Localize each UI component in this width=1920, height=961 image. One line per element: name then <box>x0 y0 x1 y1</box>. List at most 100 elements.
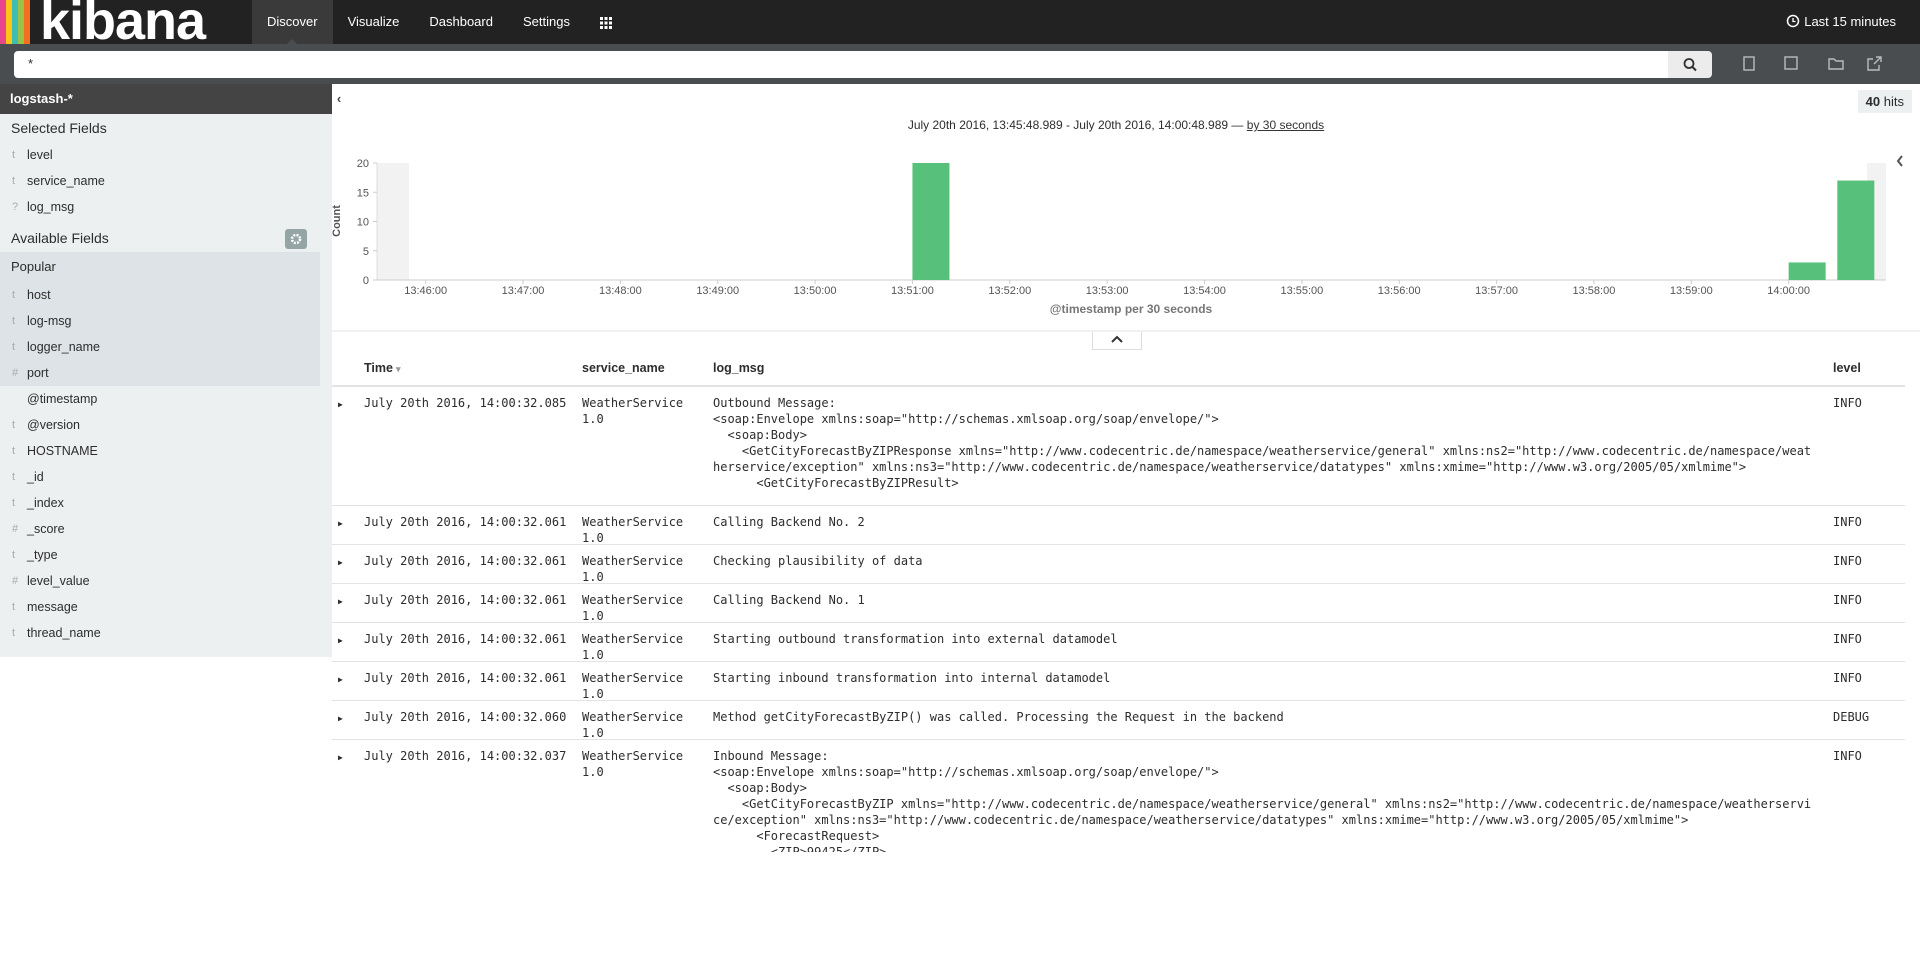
column-header[interactable]: service_name <box>582 361 665 375</box>
column-header[interactable]: level <box>1833 361 1861 375</box>
cell-time: July 20th 2016, 14:00:32.061 <box>364 632 567 646</box>
expand-toggle[interactable]: ▶ <box>338 636 343 645</box>
cell-service: WeatherService 1.0 <box>582 710 684 740</box>
field-name: _id <box>27 470 44 484</box>
cell-level: INFO <box>1833 593 1862 607</box>
y-tick-label: 20 <box>357 158 369 170</box>
field[interactable]: # _score <box>0 516 332 542</box>
nav-tab[interactable]: Settings <box>522 14 570 29</box>
field-type: t <box>12 289 16 301</box>
field[interactable]: # port <box>0 360 320 386</box>
cell-service: WeatherService 1.0 <box>582 632 684 662</box>
x-tick-label: 13:46:00 <box>404 285 447 297</box>
field[interactable]: t message <box>0 594 332 620</box>
brand[interactable]: kibana <box>0 0 240 44</box>
x-tick-label: 13:58:00 <box>1573 285 1616 297</box>
expand-toggle[interactable]: ▶ <box>338 558 343 567</box>
table-row[interactable]: ▶ July 20th 2016, 14:00:32.061 WeatherServ… <box>332 545 1905 584</box>
popular-fields: Popular t host t log-msg t logger_name # port <box>0 252 320 386</box>
x-tick-label: 13:47:00 <box>502 285 545 297</box>
table-row[interactable]: ▶ July 20th 2016, 14:00:32.061 WeatherServ… <box>332 623 1905 662</box>
table-row[interactable]: ▶ July 20th 2016, 14:00:32.061 WeatherServ… <box>332 662 1905 701</box>
expand-toggle[interactable]: ▶ <box>338 714 343 723</box>
expand-toggle[interactable]: ▶ <box>338 675 343 684</box>
field-settings[interactable] <box>285 229 307 249</box>
column-header[interactable]: log_msg <box>713 361 764 375</box>
x-axis-label: @timestamp per 30 seconds <box>1050 302 1213 316</box>
collapse-sidebar[interactable]: ‹ <box>332 84 346 114</box>
field[interactable]: t logger_name <box>0 334 320 360</box>
field-type: t <box>12 601 16 613</box>
apps-menu[interactable] <box>585 0 627 44</box>
collapse-chart[interactable] <box>1896 155 1903 167</box>
table-row[interactable]: ▶ July 20th 2016, 14:00:32.060 WeatherServ… <box>332 701 1905 740</box>
field-type: t <box>12 445 16 457</box>
expand-toggle[interactable]: ▶ <box>338 400 343 409</box>
section-title: Available Fields <box>0 224 332 252</box>
expand-toggle[interactable]: ▶ <box>338 519 343 528</box>
cell-level: INFO <box>1833 554 1862 568</box>
index-pattern[interactable]: logstash-* ‹ <box>0 84 346 114</box>
field[interactable]: t log-msg <box>0 308 320 334</box>
partial-bucket <box>377 163 409 280</box>
section-title: Popular <box>11 259 56 274</box>
table-row[interactable]: ▶ July 20th 2016, 14:00:32.061 WeatherServ… <box>332 506 1905 545</box>
interval-link[interactable]: by 30 seconds <box>1246 118 1325 132</box>
field[interactable]: t _index <box>0 490 332 516</box>
table-row[interactable]: ▶ July 20th 2016, 14:00:32.085 WeatherServ… <box>332 387 1905 506</box>
nav-tab[interactable]: Dashboard <box>429 14 493 29</box>
table-row[interactable]: ▶ July 20th 2016, 14:00:32.061 WeatherServ… <box>332 584 1905 623</box>
column-header[interactable]: Time ▾ <box>364 361 400 375</box>
field-type: # <box>12 367 19 379</box>
field[interactable]: t service_name <box>0 168 332 194</box>
collapse-chart-toggle[interactable] <box>1092 332 1142 350</box>
time-picker[interactable]: Last 15 minutes <box>1786 0 1896 44</box>
search-button[interactable] <box>1668 51 1712 78</box>
nav-tab[interactable]: Discover <box>252 0 333 44</box>
column-name: level <box>1833 361 1861 375</box>
field[interactable]: # level_value <box>0 568 332 594</box>
field[interactable]: t host <box>0 282 320 308</box>
x-tick-label: 13:57:00 <box>1475 285 1518 297</box>
y-tick-label: 0 <box>363 275 369 287</box>
cell-service: WeatherService 1.0 <box>582 749 684 779</box>
query-input[interactable]: * <box>14 51 1668 78</box>
field-type: t <box>12 549 16 561</box>
field-type: t <box>12 175 16 187</box>
field-name: message <box>27 600 78 614</box>
field-name: service_name <box>27 174 105 188</box>
tabs: Discover Visualize Dashboard Settings <box>252 0 627 44</box>
field[interactable]: t HOSTNAME <box>0 438 332 464</box>
table-row[interactable]: ▶ July 20th 2016, 14:00:32.037 WeatherServ… <box>332 740 1905 852</box>
gear-icon <box>290 233 302 245</box>
toolbar-icons[interactable] <box>1730 52 1910 76</box>
field-name: _index <box>27 496 64 510</box>
x-tick-label: 13:54:00 <box>1183 285 1226 297</box>
x-tick-label: 13:53:00 <box>1086 285 1129 297</box>
nav-tab[interactable]: Visualize <box>347 14 400 29</box>
field[interactable]: t thread_name <box>0 620 332 646</box>
field-type: # <box>12 575 19 587</box>
x-tick-label: 14:00:00 <box>1767 285 1810 297</box>
x-tick-label: 13:50:00 <box>794 285 837 297</box>
expand-toggle[interactable]: ▶ <box>338 597 343 606</box>
field[interactable]: t @version <box>0 412 332 438</box>
field[interactable]: @timestamp <box>0 386 332 412</box>
bar <box>912 163 950 280</box>
field-type: t <box>12 497 16 509</box>
cell-log-msg: Inbound Message: <soap:Envelope xmlns:so… <box>713 749 1812 852</box>
cell-log-msg: Method getCityForecastByZIP() was called… <box>713 710 1284 724</box>
y-tick-label: 5 <box>363 246 369 258</box>
cell-time: July 20th 2016, 14:00:32.037 <box>364 749 567 763</box>
field[interactable]: t _type <box>0 542 332 568</box>
column-name: Time <box>364 361 393 375</box>
expand-toggle[interactable]: ▶ <box>338 753 343 762</box>
x-tick-label: 13:59:00 <box>1670 285 1713 297</box>
field-name: logger_name <box>27 340 100 354</box>
field[interactable]: ? log_msg <box>0 194 332 220</box>
main-panel: 40 hits July 20th 2016, 13:45:48.989 - J… <box>332 84 1920 961</box>
x-tick-label: 13:48:00 <box>599 285 642 297</box>
cell-time: July 20th 2016, 14:00:32.085 <box>364 396 567 410</box>
field[interactable]: t level <box>0 142 332 168</box>
field[interactable]: t _id <box>0 464 332 490</box>
